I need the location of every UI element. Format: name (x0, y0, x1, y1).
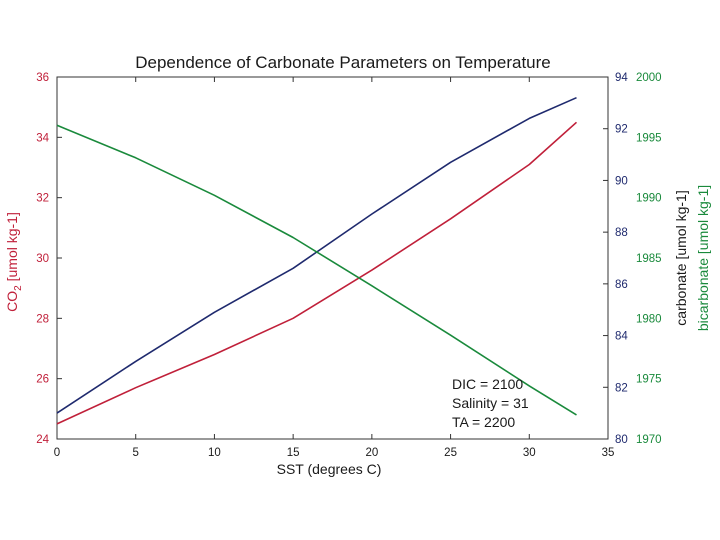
series-group (56, 96, 578, 425)
left-axis: 24 26 28 30 32 34 36 (36, 72, 62, 446)
bicarbonate-tick-label: 1980 (636, 313, 662, 325)
bicarbonate-tick-label: 1970 (636, 434, 662, 446)
left-axis-label-rest: [umol kg-1] (4, 212, 20, 285)
x-axis-label: SST (degrees C) (277, 461, 382, 477)
x-tick-label: 5 (133, 447, 139, 459)
carbonate-axis-label: carbonate [umol kg-1] (673, 190, 689, 325)
co2-line (56, 121, 578, 425)
left-tick-label: 24 (36, 434, 49, 446)
x-tick-label: 15 (287, 447, 300, 459)
annotation-salinity: Salinity = 31 (452, 395, 529, 411)
bicarbonate-tick-label: 1985 (636, 253, 662, 265)
carbonate-tick-label: 82 (615, 382, 628, 394)
carbonate-line (56, 96, 577, 414)
annotation-ta: TA = 2200 (452, 414, 515, 430)
left-tick-label: 30 (36, 253, 49, 265)
carbonate-tick-label: 92 (615, 124, 628, 136)
annotation-dic: DIC = 2100 (452, 376, 523, 392)
bicarbonate-tick-label: 2000 (636, 72, 662, 84)
left-tick-label: 28 (36, 313, 49, 325)
x-tick-label: 25 (444, 447, 457, 459)
chart-title: Dependence of Carbonate Parameters on Te… (135, 53, 551, 72)
bicarbonate-tick-label: 1975 (636, 374, 662, 386)
carbonate-tick-label: 86 (615, 279, 628, 291)
left-axis-label-sub: 2 (13, 285, 24, 291)
x-tick-label: 10 (208, 447, 221, 459)
plot-frame (56, 76, 609, 440)
bicarbonate-tick-label: 1990 (636, 193, 662, 205)
carbonate-tick-label: 80 (615, 434, 628, 446)
x-tick-label: 30 (523, 447, 536, 459)
right-axis-carbonate: 80 82 84 86 88 90 92 94 (603, 72, 628, 446)
bicarbonate-line (56, 124, 577, 416)
carbonate-tick-label: 88 (615, 227, 628, 239)
right-axis-bicarbonate: 1970 1975 1980 1985 1990 1995 2000 (636, 72, 662, 446)
carbonate-tick-label: 84 (615, 331, 628, 343)
carbonate-tick-label: 90 (615, 175, 628, 187)
bicarbonate-tick-label: 1995 (636, 132, 662, 144)
left-axis-label-main: CO (4, 291, 20, 312)
x-axis: 0 5 10 15 20 25 30 35 (54, 77, 615, 459)
left-axis-label: CO2 [umol kg-1] (4, 212, 24, 312)
x-tick-label: 20 (365, 447, 378, 459)
carbonate-tick-label: 94 (615, 72, 628, 84)
left-tick-label: 26 (36, 374, 49, 386)
x-tick-label: 0 (54, 447, 60, 459)
bicarbonate-axis-label: bicarbonate [umol kg-1] (695, 185, 711, 331)
x-tick-label: 35 (602, 447, 615, 459)
left-tick-label: 36 (36, 72, 49, 84)
left-tick-label: 32 (36, 193, 49, 205)
left-tick-label: 34 (36, 132, 49, 144)
